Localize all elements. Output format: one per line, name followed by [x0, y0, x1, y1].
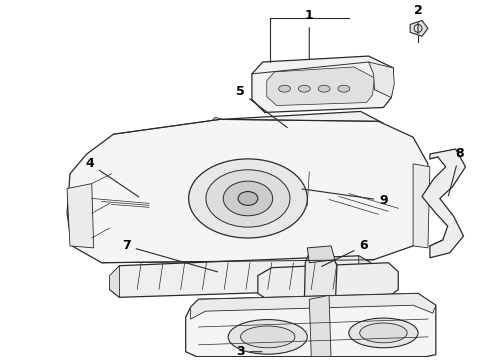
Polygon shape: [413, 164, 430, 248]
Text: 2: 2: [414, 4, 422, 33]
Polygon shape: [260, 171, 339, 206]
Ellipse shape: [223, 181, 273, 216]
Ellipse shape: [318, 85, 330, 92]
Polygon shape: [110, 266, 120, 297]
Polygon shape: [304, 248, 337, 317]
Polygon shape: [337, 125, 349, 143]
Polygon shape: [67, 120, 428, 263]
Polygon shape: [410, 21, 428, 36]
Ellipse shape: [279, 85, 291, 92]
Polygon shape: [267, 67, 374, 105]
Polygon shape: [210, 112, 384, 161]
Ellipse shape: [360, 323, 407, 343]
Polygon shape: [210, 144, 381, 169]
Polygon shape: [258, 263, 398, 302]
Polygon shape: [284, 125, 295, 143]
Ellipse shape: [228, 320, 307, 354]
Polygon shape: [110, 256, 370, 297]
Polygon shape: [368, 62, 394, 98]
Text: 5: 5: [236, 85, 287, 127]
Text: 8: 8: [448, 148, 464, 196]
Ellipse shape: [349, 318, 418, 348]
Polygon shape: [67, 184, 94, 248]
Text: 1: 1: [305, 9, 314, 59]
Ellipse shape: [189, 159, 307, 238]
Polygon shape: [252, 56, 393, 112]
Polygon shape: [309, 295, 331, 357]
Polygon shape: [359, 256, 370, 280]
Ellipse shape: [298, 85, 310, 92]
Polygon shape: [186, 293, 436, 357]
Ellipse shape: [338, 85, 350, 92]
Ellipse shape: [241, 326, 295, 348]
Polygon shape: [422, 149, 466, 258]
Polygon shape: [355, 125, 367, 143]
Ellipse shape: [238, 192, 258, 205]
Text: 3: 3: [236, 345, 262, 358]
Text: 4: 4: [85, 157, 139, 197]
Polygon shape: [319, 125, 331, 143]
Polygon shape: [307, 246, 335, 263]
Polygon shape: [266, 125, 278, 143]
Polygon shape: [337, 184, 361, 203]
Polygon shape: [191, 293, 436, 319]
Ellipse shape: [206, 170, 290, 227]
Polygon shape: [301, 125, 313, 143]
Polygon shape: [202, 117, 222, 132]
Polygon shape: [230, 125, 242, 143]
Text: 7: 7: [122, 239, 218, 272]
Polygon shape: [240, 197, 311, 218]
Polygon shape: [248, 125, 260, 143]
Text: 9: 9: [302, 189, 388, 207]
Text: 6: 6: [321, 239, 368, 266]
